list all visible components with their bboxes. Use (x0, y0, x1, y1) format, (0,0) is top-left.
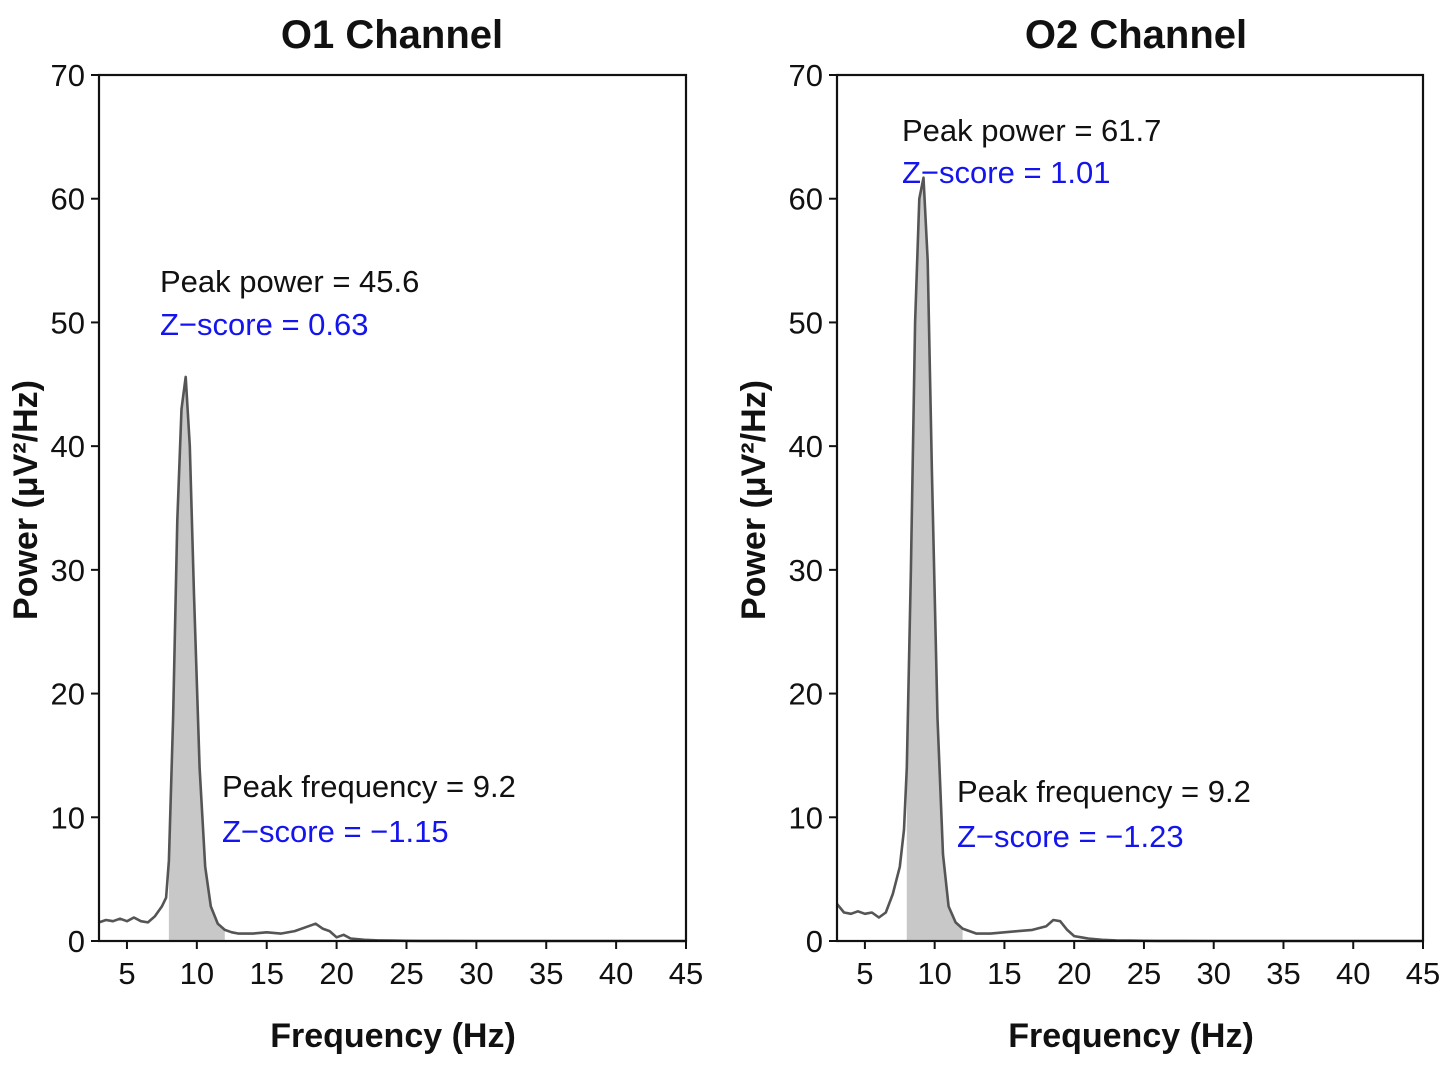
y-tick-label: 40 (789, 429, 823, 464)
x-tick-label: 30 (1196, 956, 1230, 991)
y-tick-label: 50 (789, 305, 823, 340)
plot-area: 0 10 20 30 40 50 60 70 5 10 15 20 25 30 35 40 45 (789, 58, 1441, 991)
y-tick-label: 20 (51, 677, 85, 712)
x-axis-label: Frequency (Hz) (270, 1017, 516, 1055)
peak-frequency-annotation: Peak frequency = 9.2 (957, 774, 1251, 809)
x-tick-label: 25 (1127, 956, 1161, 991)
x-axis-label: Frequency (Hz) (1008, 1017, 1254, 1055)
x-tick-label: 20 (319, 956, 353, 991)
y-tick-label: 60 (789, 182, 823, 217)
chart-panel-o2: 0 10 20 30 40 50 60 70 5 10 15 20 25 30 35 40 45 O2 Chan… (735, 13, 1440, 1055)
y-tick-label: 30 (789, 553, 823, 588)
y-axis-label: Power (μV²/Hz) (735, 380, 773, 620)
peak-power-zscore-annotation: Z−score = 0.63 (160, 307, 369, 342)
x-tick-label: 15 (987, 956, 1021, 991)
y-tick-label: 0 (68, 924, 85, 959)
y-tick-label: 10 (51, 800, 85, 835)
x-tick-label: 5 (856, 956, 873, 991)
x-tick-label: 35 (529, 956, 563, 991)
shaded-alpha-band (906, 177, 963, 941)
plot-frame (835, 73, 1425, 943)
peak-frequency-zscore-annotation: Z−score = −1.23 (957, 819, 1184, 854)
x-tick-label: 35 (1266, 956, 1300, 991)
x-tick-label: 30 (459, 956, 493, 991)
y-tick-label: 40 (51, 429, 85, 464)
chart-title: O2 Channel (1025, 13, 1247, 57)
y-tick-label: 60 (51, 182, 85, 217)
x-tick-label: 20 (1057, 956, 1091, 991)
y-tick-label: 30 (51, 553, 85, 588)
y-tick-label: 0 (806, 924, 823, 959)
shaded-alpha-band (168, 376, 225, 941)
peak-power-annotation: Peak power = 45.6 (160, 264, 419, 299)
x-tick-label: 10 (180, 956, 214, 991)
y-tick-label: 70 (51, 58, 85, 93)
y-tick-label: 70 (789, 58, 823, 93)
x-tick-label: 15 (249, 956, 283, 991)
peak-frequency-zscore-annotation: Z−score = −1.15 (222, 814, 449, 849)
x-tick-label: 40 (1336, 956, 1370, 991)
plot-area: 0 10 20 30 40 50 60 70 5 10 15 20 25 30 35 40 45 (51, 58, 704, 991)
y-tick-label: 50 (51, 305, 85, 340)
peak-frequency-annotation: Peak frequency = 9.2 (222, 769, 516, 804)
x-tick-label: 10 (917, 956, 951, 991)
y-axis-label: Power (μV²/Hz) (7, 380, 45, 620)
x-tick-label: 25 (389, 956, 423, 991)
x-tick-label: 5 (118, 956, 135, 991)
peak-power-annotation: Peak power = 61.7 (902, 113, 1161, 148)
x-tick-label: 45 (1406, 956, 1440, 991)
plot-frame (97, 73, 688, 943)
y-tick-label: 20 (789, 677, 823, 712)
x-tick-label: 45 (669, 956, 703, 991)
peak-power-zscore-annotation: Z−score = 1.01 (902, 155, 1111, 190)
chart-title: O1 Channel (281, 13, 503, 57)
x-tick-label: 40 (599, 956, 633, 991)
y-tick-label: 10 (789, 800, 823, 835)
chart-panel-o1: 0 10 20 30 40 50 60 70 5 10 15 20 25 30 35 40 45 O1 Chan… (7, 13, 703, 1055)
